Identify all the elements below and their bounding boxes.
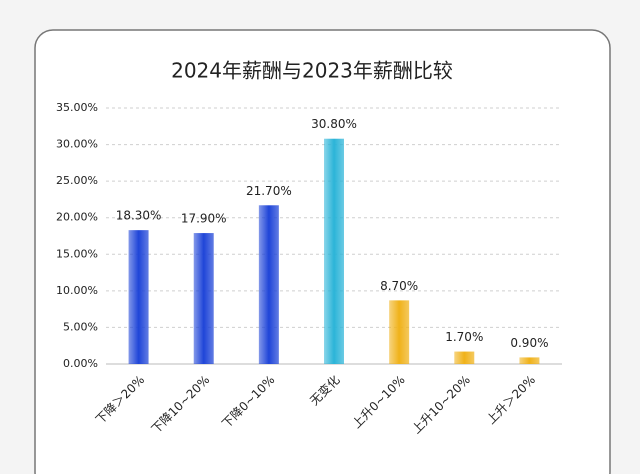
y-tick-label: 5.00%	[63, 320, 98, 333]
y-tick-label: 20.00%	[56, 211, 98, 224]
bar	[519, 357, 540, 364]
y-tick-label: 35.00%	[56, 101, 98, 114]
bar	[128, 230, 149, 364]
y-tick-label: 0.00%	[63, 357, 98, 370]
bar	[454, 351, 475, 364]
bar	[324, 138, 344, 364]
y-tick-label: 25.00%	[56, 174, 98, 187]
y-tick-label: 10.00%	[56, 284, 98, 297]
bar	[258, 205, 279, 364]
value-label: 1.70%	[445, 330, 483, 344]
chart-title: 2024年薪酬与2023年薪酬比较	[171, 59, 453, 83]
bar	[193, 233, 214, 364]
value-label: 8.70%	[380, 279, 418, 293]
value-label: 17.90%	[181, 212, 227, 226]
y-tick-label: 30.00%	[56, 138, 98, 151]
value-label: 21.70%	[246, 184, 292, 198]
value-label: 18.30%	[116, 209, 162, 223]
bar	[389, 300, 410, 364]
value-label: 0.90%	[510, 336, 548, 350]
y-tick-label: 15.00%	[56, 247, 98, 260]
value-label: 30.80%	[311, 117, 357, 131]
